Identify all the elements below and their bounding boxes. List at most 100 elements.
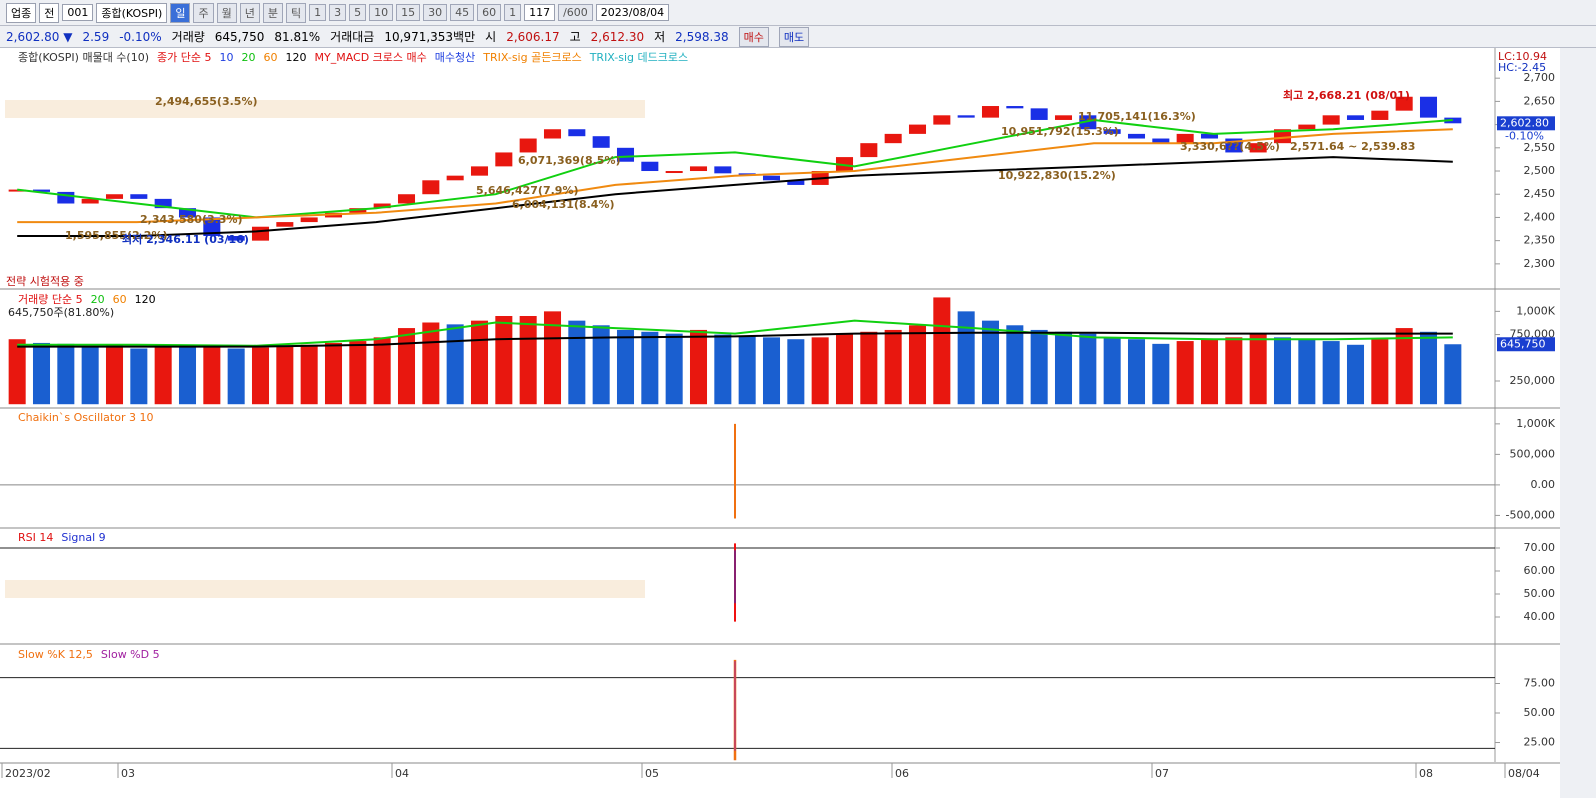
candle: [933, 115, 951, 125]
x-tick-label: 08/04: [1508, 767, 1540, 780]
volume-bar: [422, 322, 440, 405]
toolbar-item[interactable]: 2023/08/04: [595, 4, 670, 21]
volume-bar: [57, 343, 75, 405]
volume-bar: [714, 334, 732, 405]
toolbar-item[interactable]: 10: [369, 4, 394, 21]
legend-entry: 60: [264, 51, 278, 64]
volume-bar: [1322, 341, 1340, 405]
high: 2,612.30: [590, 29, 645, 44]
volume: 645,750: [214, 29, 265, 44]
legend-entry: 20: [91, 293, 105, 306]
candle: [689, 166, 708, 172]
candle: [1152, 138, 1170, 144]
toolbar-item[interactable]: 117: [524, 4, 556, 21]
y-tick-label: 250,000: [1510, 374, 1556, 387]
label: 저: [654, 30, 666, 44]
y-tick-label: 50.00: [1524, 706, 1556, 719]
candle: [1127, 133, 1146, 139]
label: 고: [569, 30, 581, 44]
volume-bar: [324, 342, 343, 405]
y-tick-label: 40.00: [1524, 610, 1556, 623]
annotation: 6,004,131(8.4%): [512, 198, 615, 211]
last-value-box: [1497, 116, 1555, 131]
low: 2,598.38: [675, 29, 729, 44]
candle: [787, 180, 805, 185]
candle: [957, 115, 975, 118]
volume-bar: [495, 316, 513, 405]
toolbar-item[interactable]: 30: [423, 4, 448, 21]
candle: [714, 166, 732, 174]
toolbar-item[interactable]: 월: [216, 2, 237, 23]
candle: [373, 203, 391, 209]
volume-bar: [835, 333, 854, 405]
legend-entry: RSI 14: [18, 531, 53, 544]
change: 2.59: [82, 29, 110, 44]
candle: [32, 189, 51, 192]
x-tick-label: 05: [645, 767, 659, 780]
annotation: 1,595,855(2.2%): [65, 229, 168, 242]
toolbar-item[interactable]: 1: [309, 4, 327, 21]
volume-bar: [349, 341, 367, 405]
chart: 2,3002,3502,4002,4502,5002,5502,6002,650…: [0, 48, 1596, 798]
annotation: 2,571.64 ~ 2,539.83: [1290, 140, 1415, 153]
toolbar-item[interactable]: 업종: [6, 2, 37, 23]
toolbar-item[interactable]: 1: [504, 4, 522, 21]
y-tick-label: 25.00: [1524, 736, 1556, 749]
legend-entry: 120: [135, 293, 156, 306]
volume-bar: [1273, 337, 1292, 405]
candle: [1419, 96, 1438, 118]
toolbar-item[interactable]: 001: [62, 4, 94, 21]
candle: [1395, 96, 1413, 111]
candle: [1079, 115, 1097, 130]
candle: [1298, 124, 1316, 130]
volume-bar: [81, 346, 99, 405]
amount: 10,971,353백만: [384, 30, 476, 44]
toolbar-item[interactable]: 주: [193, 2, 214, 23]
toolbar-item[interactable]: 60: [477, 4, 502, 21]
scrollbar: [1560, 48, 1596, 798]
annotation: 최저 2,346.11 (03/16): [122, 232, 249, 246]
volume-bar: [8, 339, 26, 405]
candle: [130, 194, 148, 199]
candle: [276, 222, 294, 227]
toolbar-item[interactable]: 종합(KOSPI): [96, 2, 168, 23]
volume-bar: [1006, 325, 1024, 405]
candle: [1006, 106, 1024, 109]
toolbar-item[interactable]: 15: [396, 4, 421, 21]
toolbar-item[interactable]: 5: [349, 4, 367, 21]
last-value-label: 645,750: [1500, 337, 1546, 350]
toolbar-item[interactable]: 45: [450, 4, 475, 21]
volume-bar: [933, 297, 951, 405]
candle: [1030, 108, 1048, 120]
corner-label: HC:-2.45: [1498, 61, 1546, 74]
toolbar-item[interactable]: 3: [329, 4, 347, 21]
volume-bar: [1419, 331, 1438, 405]
legend-entry: TRIX-sig 골든크로스: [482, 51, 581, 64]
volume-bar: [860, 331, 878, 405]
volume-bar: [154, 344, 172, 405]
toolbar-item[interactable]: 일: [170, 2, 191, 23]
candle: [762, 175, 781, 181]
legend-entry: 종가 단순 5: [157, 51, 211, 64]
y-tick-label: 2,550: [1524, 141, 1556, 154]
buy-button[interactable]: 매수: [738, 26, 769, 47]
open: 2,606.17: [506, 29, 560, 44]
candle: [835, 157, 854, 172]
toolbar-item[interactable]: 분: [262, 2, 283, 23]
candle: [251, 226, 270, 241]
candle: [568, 129, 586, 137]
candle: [1249, 143, 1267, 153]
candle: [1176, 133, 1194, 144]
toolbar-item[interactable]: 년: [239, 2, 260, 23]
volume-bar: [1103, 337, 1121, 405]
toolbar-item[interactable]: 틱: [285, 2, 307, 23]
y-tick-label: 0.00: [1531, 478, 1556, 491]
last-change-label: 81.80%: [1505, 350, 1547, 363]
sell-button[interactable]: 매도: [778, 26, 810, 47]
y-tick-label: -500,000: [1506, 508, 1555, 521]
legend-entry: TRIX-sig 데드크로스: [589, 51, 688, 64]
toolbar-item[interactable]: 전: [39, 2, 60, 23]
candle: [57, 191, 75, 204]
annotation: 10,922,830(15.2%): [998, 169, 1116, 182]
toolbar-item[interactable]: /600: [558, 4, 593, 21]
